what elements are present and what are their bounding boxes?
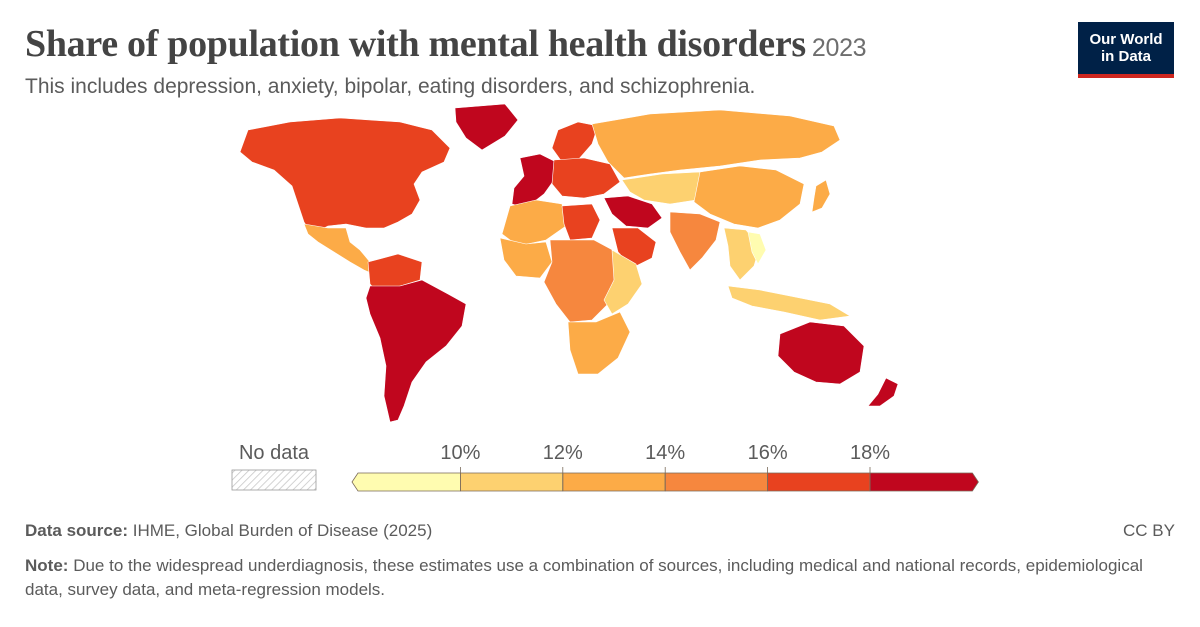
- legend-tick-label: 16%: [748, 442, 788, 464]
- region-greenland[interactable]: [454, 103, 519, 151]
- legend-bin-5[interactable]: [767, 472, 871, 492]
- region-indonesia[interactable]: [727, 285, 851, 321]
- region-east-africa[interactable]: [603, 249, 643, 315]
- data-source: Data source: IHME, Global Burden of Dise…: [25, 521, 432, 541]
- legend-bin-1[interactable]: [351, 472, 461, 492]
- legend-tick-label: 18%: [850, 442, 890, 464]
- region-south-america-main[interactable]: [365, 279, 467, 423]
- color-legend: No data 10% 12% 14% 16% 18%: [231, 442, 979, 492]
- legend-bin-3[interactable]: [562, 472, 666, 492]
- note-text: Due to the widespread underdiagnosis, th…: [25, 556, 1143, 599]
- region-north-america[interactable]: [239, 117, 451, 235]
- chart-subtitle: This includes depression, anxiety, bipol…: [25, 75, 756, 98]
- source-text: IHME, Global Burden of Disease (2025): [132, 521, 433, 540]
- legend-bin-4[interactable]: [664, 472, 768, 492]
- source-label: Data source:: [25, 521, 128, 540]
- license-label[interactable]: CC BY: [1123, 521, 1175, 540]
- region-eastern-europe[interactable]: [551, 157, 621, 199]
- title-text: Share of population with mental health d…: [25, 23, 806, 65]
- region-scandinavia[interactable]: [551, 121, 599, 163]
- note-label: Note:: [25, 556, 69, 575]
- chart-title: Share of population with mental health d…: [25, 22, 867, 66]
- region-australia[interactable]: [777, 321, 865, 385]
- no-data-label: No data: [239, 442, 310, 464]
- legend-tick-label: 10%: [440, 442, 480, 464]
- legend-tick-label: 14%: [645, 442, 685, 464]
- region-western-europe[interactable]: [511, 153, 557, 209]
- title-year: 2023: [811, 34, 867, 62]
- region-central-africa[interactable]: [543, 239, 621, 323]
- region-middle-east[interactable]: [603, 195, 663, 229]
- region-arabia[interactable]: [611, 227, 657, 269]
- legend-bin-6[interactable]: [869, 472, 979, 492]
- region-southern-africa[interactable]: [567, 311, 631, 375]
- legend-tick-label: 12%: [543, 442, 583, 464]
- legend-bin-2[interactable]: [460, 472, 564, 492]
- region-north-africa[interactable]: [501, 199, 567, 247]
- region-vietnam[interactable]: [747, 231, 767, 265]
- owid-logo[interactable]: Our World in Data: [1078, 22, 1174, 78]
- footer-note: Note: Due to the widespread underdiagnos…: [25, 554, 1165, 602]
- region-japan[interactable]: [811, 179, 831, 213]
- region-india[interactable]: [669, 211, 721, 271]
- region-china[interactable]: [693, 165, 805, 229]
- region-new-zealand[interactable]: [867, 377, 899, 407]
- no-data-swatch: [231, 469, 317, 491]
- logo-text: Our World in Data: [1089, 31, 1163, 65]
- world-map: [239, 103, 899, 423]
- region-libya[interactable]: [561, 203, 601, 241]
- region-russia[interactable]: [591, 109, 841, 179]
- region-west-africa[interactable]: [499, 237, 553, 279]
